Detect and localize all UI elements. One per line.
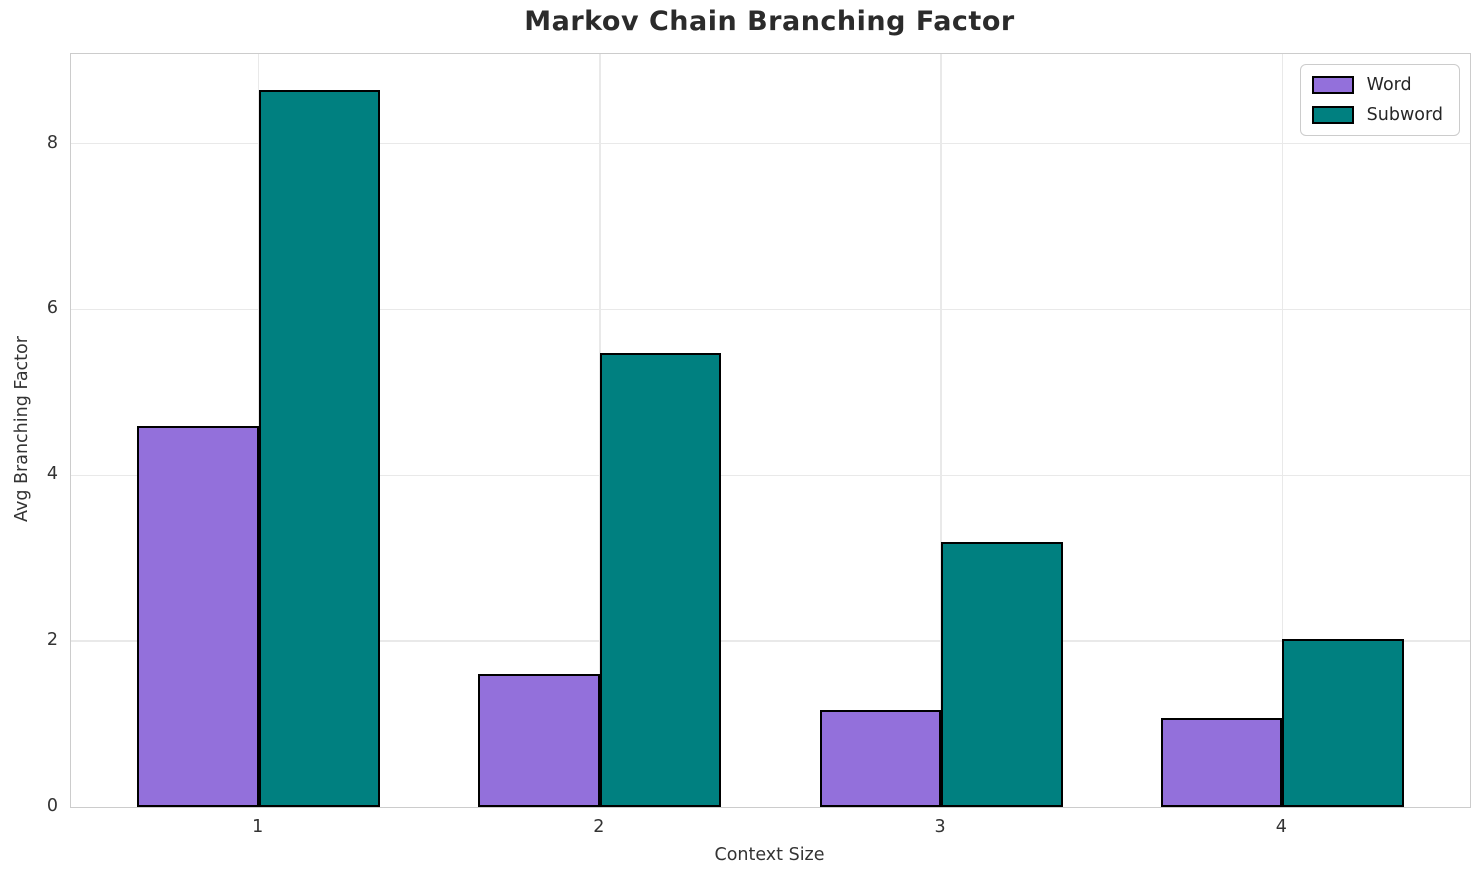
bar-word-3 xyxy=(819,709,942,807)
bar-word-4 xyxy=(1160,718,1283,807)
y-tick-label: 0 xyxy=(46,796,58,816)
x-axis-label: Context Size xyxy=(714,845,825,865)
chart-title: Markov Chain Branching Factor xyxy=(524,6,1015,37)
x-tick-label: 4 xyxy=(1275,817,1287,837)
bar-subword-3 xyxy=(941,541,1063,807)
legend-swatch-icon xyxy=(1311,106,1354,124)
y-tick-label: 2 xyxy=(46,630,58,651)
gridline-vertical xyxy=(940,54,942,807)
bar-subword-2 xyxy=(599,352,722,807)
x-tick-label: 1 xyxy=(252,817,264,837)
y-tick-label: 4 xyxy=(46,464,58,485)
bar-subword-4 xyxy=(1282,638,1404,807)
y-axis-label: Avg Branching Factor xyxy=(12,336,32,522)
y-tick-label: 6 xyxy=(46,298,58,319)
plot-area xyxy=(70,53,1471,808)
legend-label: Subword xyxy=(1366,105,1443,125)
gridline-horizontal xyxy=(71,142,1470,145)
legend-label: Word xyxy=(1366,75,1412,95)
legend-swatch-icon xyxy=(1311,76,1354,94)
y-tick-label: 8 xyxy=(46,132,58,153)
gridline-horizontal xyxy=(71,640,1470,642)
legend-item-subword: Subword xyxy=(1311,104,1443,126)
gridline-vertical xyxy=(1281,54,1284,807)
gridline-horizontal xyxy=(71,474,1470,477)
legend-item-word: Word xyxy=(1311,74,1443,96)
bar-word-2 xyxy=(478,674,600,807)
bar-subword-1 xyxy=(258,89,381,807)
gridline-horizontal xyxy=(71,308,1470,311)
legend: Word Subword xyxy=(1299,64,1460,136)
x-tick-label: 2 xyxy=(593,817,605,837)
x-tick-label: 3 xyxy=(934,817,946,837)
bar-word-1 xyxy=(137,425,259,807)
